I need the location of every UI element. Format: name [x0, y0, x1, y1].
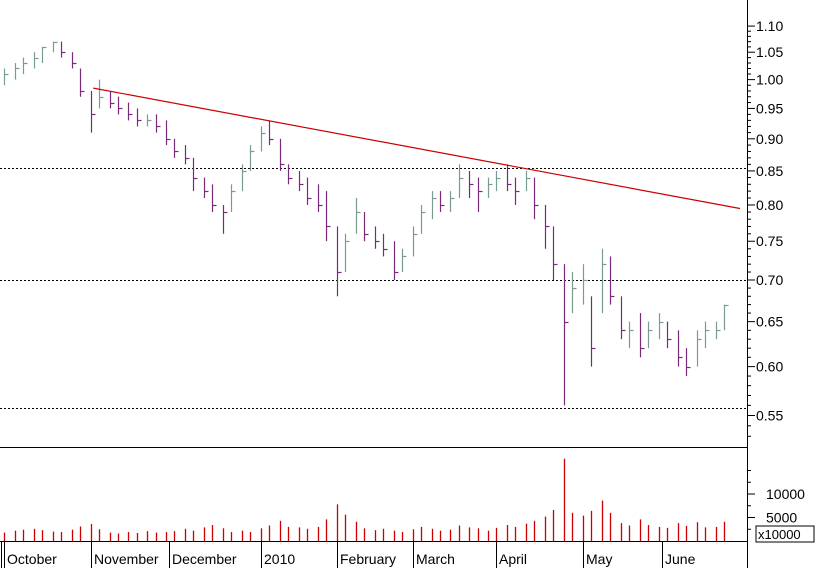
- x-tick-label: November: [94, 551, 159, 567]
- x-tick-label: May: [586, 551, 612, 567]
- x-tick-label: February: [340, 551, 396, 567]
- price-y-tick-label: 1.05: [756, 44, 783, 60]
- x-tick-label: 2010: [264, 551, 295, 567]
- x-tick-label: March: [416, 551, 455, 567]
- volume-y-tick-label: 10000: [766, 486, 805, 502]
- price-y-tick-label: 0.75: [756, 233, 783, 249]
- price-y-tick-label: 0.90: [756, 131, 783, 147]
- volume-unit-label: x10000: [758, 527, 801, 542]
- price-y-tick-label: 0.80: [756, 197, 783, 213]
- resistance-trendline: [93, 87, 741, 210]
- price-y-tick-label: 0.60: [756, 359, 783, 375]
- x-tick-label: December: [172, 551, 237, 567]
- price-y-ticks: 1.10 1.05 1.00 0.95 0.90 0.85 0.80 0.75 0.70 0.65…: [747, 18, 783, 437]
- trendline-group: [93, 87, 741, 210]
- price-y-tick-label: 1.00: [756, 72, 783, 88]
- price-y-tick-label: 0.65: [756, 314, 783, 330]
- volume-unit-box: [755, 525, 815, 543]
- x-tick-label: April: [499, 551, 527, 567]
- price-y-tick-label: 0.55: [756, 407, 783, 423]
- x-axis-ticks: October November December 2010 February March…: [4, 541, 696, 568]
- price-y-tick-label: 0.95: [756, 100, 783, 116]
- horizontal-levels: [0, 168, 747, 409]
- volume-bars: [3, 458, 726, 541]
- volume-y-tick-label: 5000: [766, 510, 797, 526]
- x-tick-label: June: [665, 551, 696, 567]
- axes: [0, 0, 748, 568]
- price-bars: [3, 41, 729, 406]
- price-y-tick-label: 1.10: [756, 18, 783, 34]
- x-tick-label: October: [7, 551, 57, 567]
- price-y-tick-label: 0.70: [756, 272, 783, 288]
- price-y-tick-label: 0.85: [756, 163, 783, 179]
